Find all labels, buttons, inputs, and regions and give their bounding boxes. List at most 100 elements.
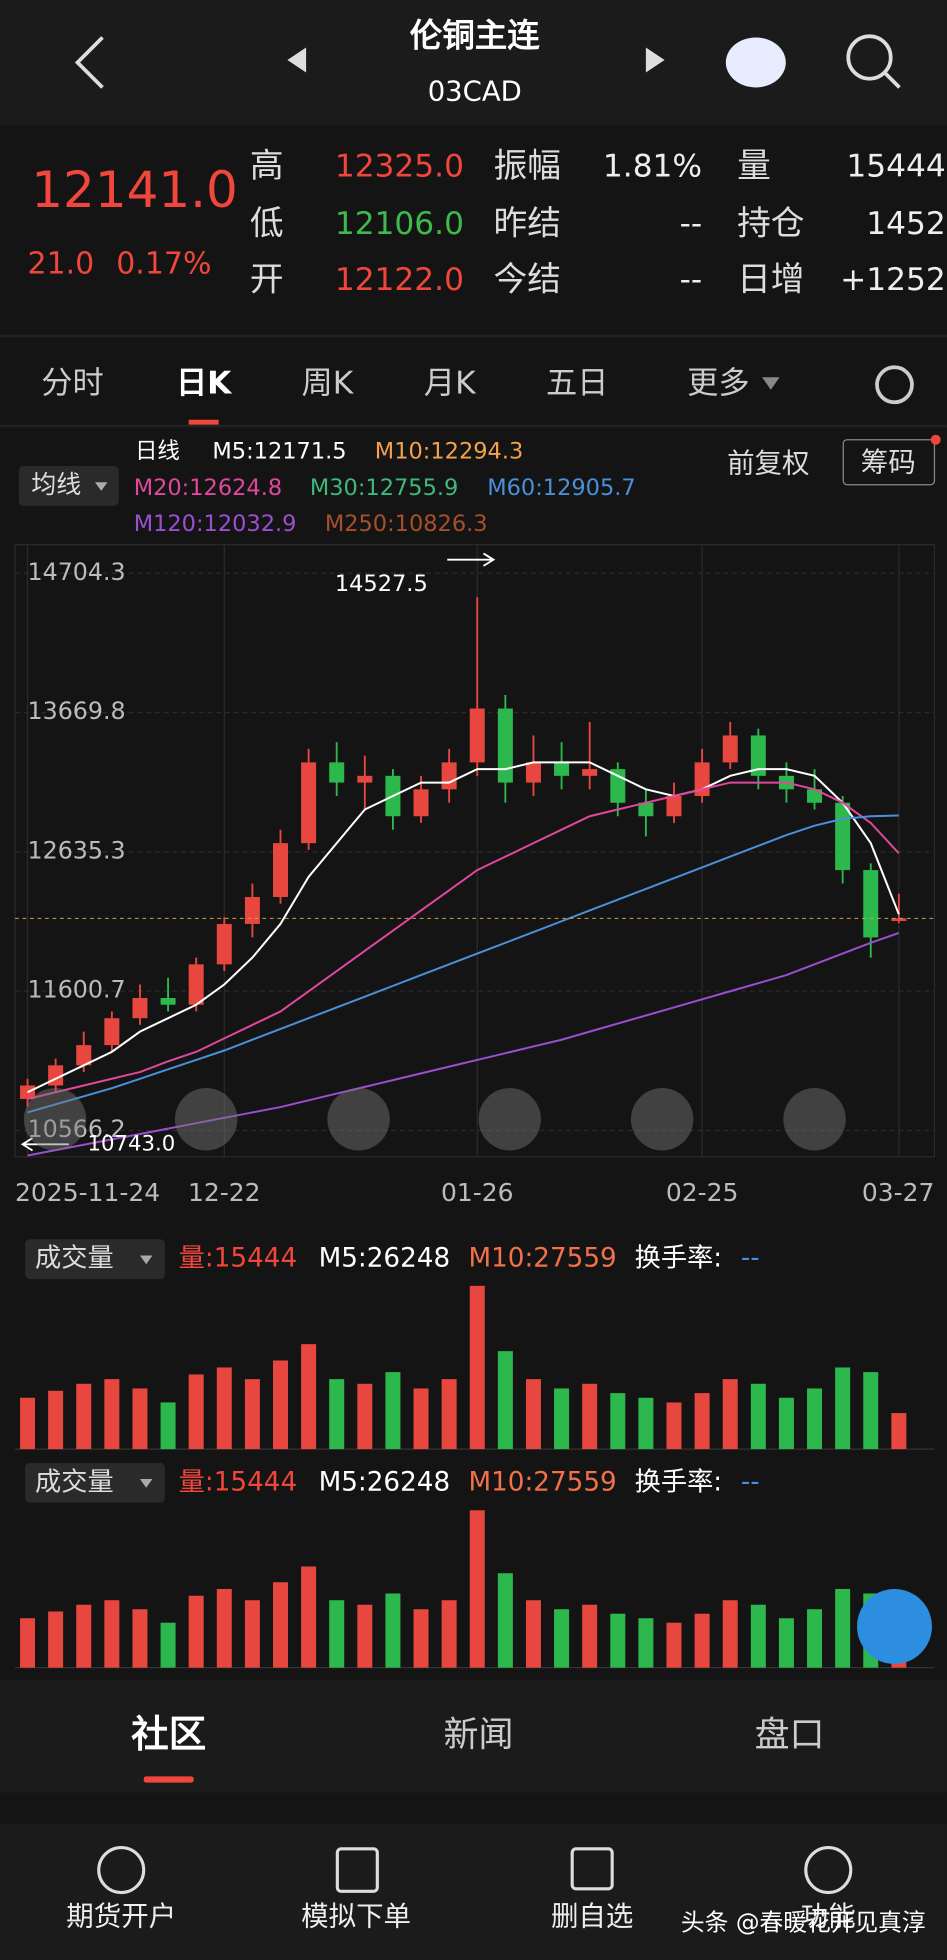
volume-bar (554, 1609, 570, 1668)
next-button[interactable] (645, 47, 665, 73)
chart-frame (14, 544, 936, 1158)
search-handle (883, 71, 901, 89)
nav-label[interactable]: 功能 (801, 1901, 856, 1933)
title: 伦铜主连 (410, 16, 540, 54)
y-tick-label: 12635.3 (28, 836, 126, 864)
nav-icon[interactable] (804, 1846, 853, 1895)
x-tick-label: 2025-11-24 (15, 1178, 160, 1207)
assistant-icon[interactable] (725, 37, 786, 88)
volume-legend: 换手率: (635, 1467, 723, 1497)
quote-label: 持仓 (737, 203, 804, 242)
volume-legend: 量:15444 (179, 1244, 297, 1274)
quote-label: 量 (737, 146, 771, 185)
volume-bar (244, 1600, 260, 1668)
candle-body (273, 843, 288, 898)
candle-body (469, 708, 485, 763)
candle-body (104, 1018, 120, 1046)
tab[interactable]: 更多 (687, 366, 749, 402)
volume-bar (525, 1600, 541, 1668)
tab[interactable]: 周K (301, 366, 354, 402)
candle-body (329, 762, 345, 783)
back-button[interactable] (74, 36, 104, 89)
candle-body (497, 708, 513, 783)
ma-selector-label: 均线 (31, 470, 81, 499)
prev-button[interactable] (287, 47, 307, 73)
assist-bubble[interactable] (857, 1588, 932, 1664)
nav-label[interactable]: 模拟下单 (301, 1901, 411, 1933)
volume-bar (722, 1379, 738, 1450)
volume-bar (778, 1618, 794, 1668)
tab[interactable]: 日K (176, 366, 233, 402)
chips-button[interactable] (842, 439, 936, 486)
tab-book[interactable]: 盘口 (755, 1715, 825, 1755)
volume-bar (497, 1573, 513, 1668)
nav-label[interactable]: 期货开户 (66, 1901, 176, 1933)
search-icon[interactable] (846, 34, 893, 81)
volume-bar (385, 1593, 401, 1668)
chart-control[interactable] (327, 1088, 390, 1151)
chart-control[interactable] (23, 1088, 87, 1151)
nav-icon[interactable] (97, 1846, 146, 1895)
x-tick-label: 02-25 (666, 1178, 739, 1207)
quote-label: 高 (250, 146, 284, 185)
quote-label: 开 (250, 260, 284, 299)
bottom-tabs (0, 1680, 947, 1793)
period: 日线 (135, 439, 180, 465)
dropdown-arrow (139, 1479, 153, 1488)
volume-bar (638, 1397, 654, 1450)
volume-selector[interactable] (25, 1462, 165, 1503)
code: 03CAD (428, 75, 522, 107)
ma-selector[interactable] (18, 465, 119, 506)
adjust[interactable]: 前复权 (727, 448, 809, 480)
nav-label[interactable]: 删自选 (551, 1901, 633, 1933)
volume-bar (525, 1379, 541, 1450)
max-label: 14527.5 (335, 571, 428, 597)
volume-bar (301, 1566, 317, 1668)
volume-bar (301, 1344, 317, 1450)
tab-news[interactable]: 新闻 (444, 1715, 514, 1755)
tab[interactable]: 月K (424, 366, 477, 402)
nav-icon[interactable] (335, 1847, 379, 1893)
x-tick-label: 03-27 (862, 1178, 935, 1207)
quote-value: 1452 (866, 206, 945, 242)
volume-legend: -- (741, 1467, 760, 1497)
chart-control[interactable] (174, 1088, 238, 1151)
volume-selector[interactable] (25, 1239, 165, 1280)
volume-bar (666, 1622, 682, 1668)
volume-bar (441, 1379, 457, 1450)
chart-control[interactable] (783, 1088, 846, 1151)
volume-bar (188, 1374, 204, 1450)
chart-control[interactable] (630, 1088, 694, 1151)
volume-bar (610, 1393, 626, 1450)
arrow (20, 1137, 69, 1152)
volume-selector-label: 成交量 (35, 1467, 114, 1497)
volume-bar (497, 1351, 513, 1450)
volume-bar (469, 1510, 485, 1668)
volume-legend: M10:27559 (469, 1244, 617, 1274)
nav-icon[interactable] (570, 1847, 614, 1891)
tab[interactable]: 分时 (41, 366, 103, 402)
y-tick-label: 14704.3 (28, 558, 126, 586)
arrow (447, 552, 496, 567)
volume-bar (807, 1388, 823, 1450)
ma-legend: M120:12032.9 (134, 511, 297, 537)
volume-legend: M5:26248 (319, 1467, 451, 1497)
volume-bar (554, 1388, 570, 1450)
volume-bar (835, 1588, 851, 1668)
candle-body (188, 964, 204, 1005)
candle-body (76, 1045, 92, 1066)
volume-legend: 量:15444 (179, 1467, 297, 1497)
top-bar (0, 0, 947, 125)
volume-bar (441, 1600, 457, 1668)
quote-value: -- (680, 262, 703, 298)
min-label: 10743.0 (87, 1131, 175, 1156)
settings-icon[interactable] (875, 365, 914, 405)
quote-label: 日增 (737, 260, 804, 299)
tab-indicator (143, 1776, 194, 1783)
chart-control[interactable] (478, 1088, 541, 1151)
volume-bar (132, 1388, 148, 1450)
tab[interactable]: 五日 (546, 366, 608, 402)
candle-body (357, 775, 373, 783)
tab-community[interactable]: 社区 (131, 1712, 206, 1756)
dropdown-arrow (139, 1255, 153, 1265)
